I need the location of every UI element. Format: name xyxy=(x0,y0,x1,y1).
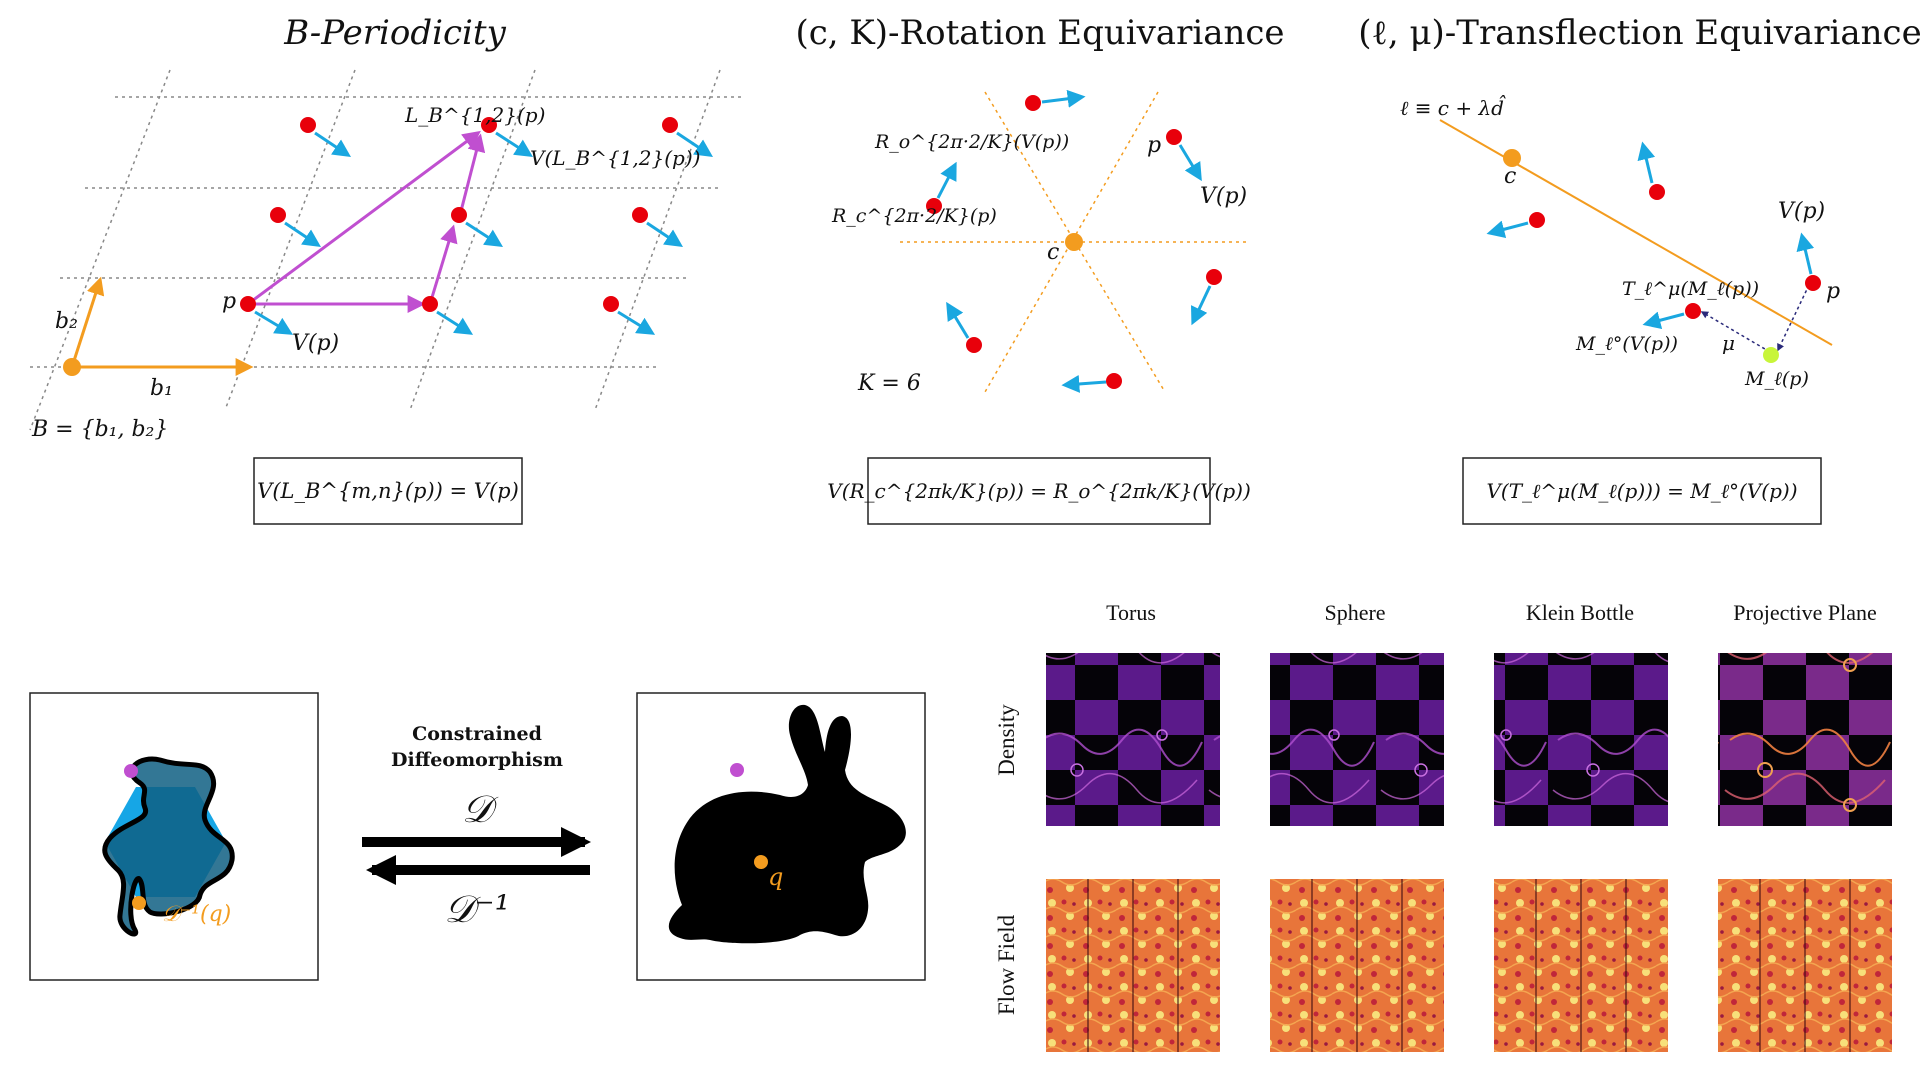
column-header-sphere: Sphere xyxy=(1324,600,1385,625)
diffeomorphism-panel: 𝒟⁻¹(q) Constrained Diffeomorphism 𝒟 𝒟⁻¹ … xyxy=(29,692,926,981)
column-header-klein-bottle: Klein Bottle xyxy=(1526,600,1634,625)
path-vector xyxy=(458,133,486,216)
label-Ml: M_ℓ(p) xyxy=(1744,368,1809,390)
transflection-title: (ℓ, μ)-Transflection Equivariance xyxy=(1358,13,1920,53)
label-B: B = {b₁, b₂} xyxy=(31,417,168,442)
lattice-points xyxy=(240,117,713,335)
density-torus-image xyxy=(1046,653,1220,826)
periodicity-title: B-Periodicity xyxy=(283,13,506,53)
label-q: q xyxy=(768,863,783,891)
rotation-title: (c, K)-Rotation Equivariance xyxy=(795,13,1284,53)
rotation-panel: (c, K)-Rotation Equivariance R_o^{2π·2/K… xyxy=(795,13,1285,525)
density-projective-plane-image xyxy=(1718,653,1892,826)
reflection-line xyxy=(1439,119,1833,346)
mirrored-point xyxy=(1763,347,1779,363)
label-line: ℓ ≡ c + λd̂ xyxy=(1400,94,1506,120)
label-Vp: V(p) xyxy=(1778,199,1825,224)
b2-vector xyxy=(70,276,105,368)
label-Vp: V(p) xyxy=(1200,184,1247,209)
label-p: p xyxy=(1147,133,1161,158)
periodicity-equation-box xyxy=(253,457,523,525)
origin-point xyxy=(63,358,81,376)
periodicity-panel: B-Periodicity xyxy=(29,13,745,525)
label-Mo: M_ℓ°(V(p)) xyxy=(1575,333,1678,355)
line-point-c xyxy=(1503,149,1521,167)
rotation-equation: V(R_c^{2πk/K}(p)) = R_o^{2πk/K}(V(p)) xyxy=(827,479,1251,503)
column-header-torus: Torus xyxy=(1106,600,1156,625)
label-mu: μ xyxy=(1722,331,1735,355)
translation-segment xyxy=(1700,311,1771,353)
source-magenta-point xyxy=(124,764,138,778)
label-b2: b₂ xyxy=(55,309,78,334)
label-p: p xyxy=(222,289,236,314)
label-Vp: V(p) xyxy=(292,331,339,356)
flow-seams xyxy=(1087,879,1851,1052)
label-c: c xyxy=(1504,164,1516,189)
transflection-equation-box xyxy=(1462,457,1822,525)
target-orange-point xyxy=(754,855,768,869)
target-magenta-point xyxy=(730,763,744,777)
rotation-points xyxy=(926,89,1222,393)
label-c: c xyxy=(1047,240,1059,265)
label-K: K = 6 xyxy=(857,371,921,396)
rotation-center xyxy=(1065,233,1083,251)
forward-symbol: 𝒟 xyxy=(462,787,499,831)
path-vector xyxy=(247,130,481,306)
density-klein-bottle-image xyxy=(1494,653,1668,826)
inverse-symbol: 𝒟⁻¹ xyxy=(444,887,510,931)
row-header-density: Density xyxy=(994,704,1019,776)
label-T: T_ℓ^μ(M_ℓ(p)) xyxy=(1622,278,1759,300)
path-vector xyxy=(428,224,458,305)
diffeo-caption-line1: Constrained xyxy=(412,723,542,745)
transflection-points xyxy=(1486,141,1821,330)
label-inv-q: 𝒟⁻¹(q) xyxy=(162,902,231,927)
mirror-segment xyxy=(1777,284,1810,352)
label-b1: b₁ xyxy=(150,376,173,401)
label-Ro: R_o^{2π·2/K}(V(p)) xyxy=(874,131,1069,153)
density-sphere-image xyxy=(1270,653,1444,826)
lattice-grid xyxy=(29,69,745,431)
row-header-flow-field: Flow Field xyxy=(994,914,1019,1015)
rotation-equation-box xyxy=(867,457,1211,525)
label-p: p xyxy=(1826,279,1840,304)
label-Rc: R_c^{2π·2/K}(p) xyxy=(831,205,997,227)
bunny-silhouette xyxy=(668,704,906,944)
label-VL: V(L_B^{1,2}(p)) xyxy=(530,146,700,170)
simulation-grid-panel: Torus Sphere Klein Bottle Projective Pla… xyxy=(994,600,1892,1052)
transflection-panel: (ℓ, μ)-Transflection Equivariance ℓ ≡ c … xyxy=(1358,13,1920,525)
source-orange-point xyxy=(132,896,146,910)
diffeo-caption-line2: Diffeomorphism xyxy=(391,749,563,771)
column-header-projective-plane: Projective Plane xyxy=(1733,600,1877,625)
transflection-equation: V(T_ℓ^μ(M_ℓ(p))) = M_ℓ°(V(p)) xyxy=(1486,479,1797,503)
label-L: L_B^{1,2}(p) xyxy=(404,103,545,127)
periodicity-equation: V(L_B^{m,n}(p)) = V(p) xyxy=(257,479,519,503)
